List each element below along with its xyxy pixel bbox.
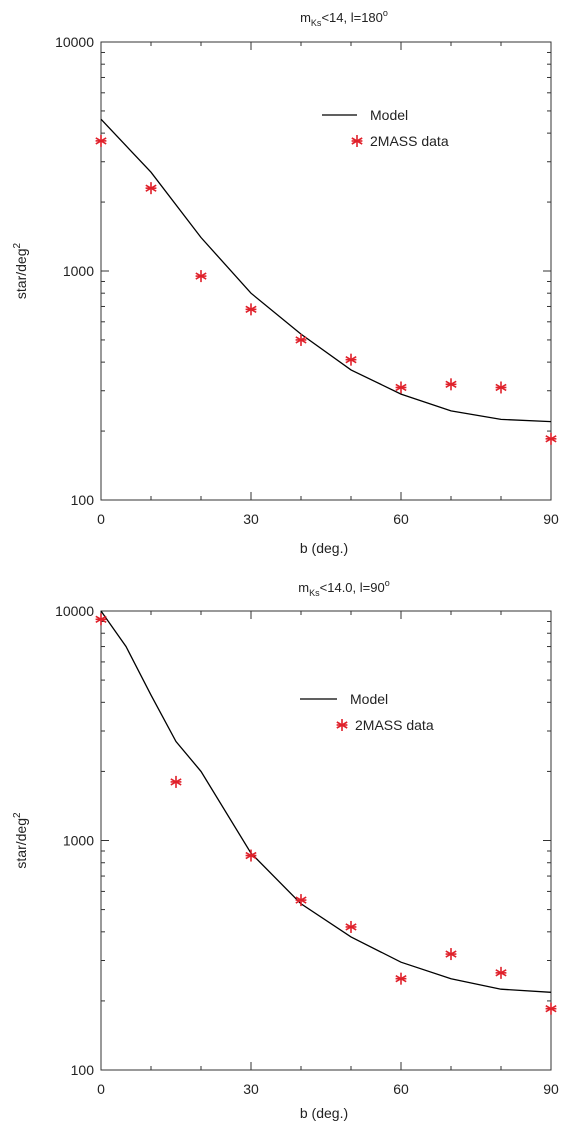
legend-label-2mass: 2MASS data xyxy=(370,133,449,149)
chart-title: mKs<14.0, l=90o xyxy=(298,578,389,598)
data-point-2mass xyxy=(445,378,457,391)
data-point-2mass xyxy=(195,270,207,283)
title-subscript: Ks xyxy=(311,18,322,28)
data-point-2mass xyxy=(245,303,257,316)
data-point-2mass xyxy=(245,849,257,862)
y-tick-label: 1000 xyxy=(63,263,94,279)
data-point-2mass xyxy=(345,353,357,366)
data-point-2mass xyxy=(345,920,357,933)
x-axis-title: b (deg.) xyxy=(300,540,348,556)
data-point-2mass xyxy=(545,432,557,445)
legend: Model 2MASS data xyxy=(322,107,449,149)
data-point-2mass xyxy=(445,948,457,961)
y-tick-label: 10000 xyxy=(55,603,94,619)
y-axis-title-superscript: 2 xyxy=(12,812,23,818)
x-tick-label: 60 xyxy=(393,1081,409,1097)
data-point-2mass xyxy=(95,613,107,626)
title-subscript: Ks xyxy=(309,588,320,598)
series-line-model xyxy=(100,610,552,993)
data-point-2mass xyxy=(295,894,307,907)
data-point-2mass xyxy=(95,134,107,147)
y-axis-title-main: star/deg xyxy=(13,818,29,869)
data-point-2mass xyxy=(145,182,157,195)
legend-star-swatch xyxy=(336,719,348,731)
y-tick-label: 1000 xyxy=(63,833,94,849)
y-tick-label: 10000 xyxy=(55,34,94,50)
legend-label-2mass: 2MASS data xyxy=(355,717,434,733)
chart-title: mKs<14, l=180o xyxy=(300,8,388,28)
y-minor-ticks xyxy=(100,42,552,500)
title-main: m xyxy=(300,10,311,25)
x-tick-label: 0 xyxy=(97,1081,105,1097)
x-tick-label: 0 xyxy=(97,511,105,527)
data-point-2mass xyxy=(495,381,507,394)
y-axis-title-main: star/deg xyxy=(13,248,29,299)
y-axis-title-superscript: 2 xyxy=(12,242,23,248)
plot-frame xyxy=(100,41,552,501)
data-point-2mass xyxy=(295,333,307,346)
series-line-model xyxy=(100,118,552,423)
x-tick-label: 30 xyxy=(243,1081,259,1097)
legend-star-swatch xyxy=(351,135,363,147)
x-tick-label: 90 xyxy=(543,511,559,527)
title-superscript: o xyxy=(385,578,390,588)
title-rest: <14, l=180 xyxy=(321,10,382,25)
legend-label-model: Model xyxy=(350,691,388,707)
data-point-2mass xyxy=(170,775,182,788)
y-minor-ticks xyxy=(100,611,552,1070)
legend: Model 2MASS data xyxy=(300,691,434,733)
data-point-2mass xyxy=(395,381,407,394)
data-point-2mass xyxy=(395,972,407,985)
title-superscript: o xyxy=(383,8,388,18)
y-tick-label: 100 xyxy=(71,492,95,508)
y-tick-label: 100 xyxy=(71,1062,95,1078)
plot-frame xyxy=(100,610,552,1071)
y-axis-title: star/deg2 xyxy=(12,812,29,869)
y-axis-title: star/deg2 xyxy=(12,242,29,299)
title-main: m xyxy=(298,580,309,595)
data-point-2mass xyxy=(545,1002,557,1015)
legend-label-model: Model xyxy=(370,107,408,123)
series-markers-2mass xyxy=(95,613,557,1015)
x-axis-title: b (deg.) xyxy=(300,1105,348,1121)
chart-panel-2: 0 30 60 90 100 1000 10000 mKs<14.0, l=90o b (deg… xyxy=(12,578,559,1121)
series-markers-2mass xyxy=(95,134,557,445)
chart-panel-1: 0 30 60 90 100 1000 10000 mKs<14, l=180o b (deg.… xyxy=(12,8,559,556)
x-tick-label: 30 xyxy=(243,511,259,527)
title-rest: <14.0, l=90 xyxy=(320,580,385,595)
x-tick-label: 90 xyxy=(543,1081,559,1097)
x-tick-label: 60 xyxy=(393,511,409,527)
data-point-2mass xyxy=(495,966,507,979)
